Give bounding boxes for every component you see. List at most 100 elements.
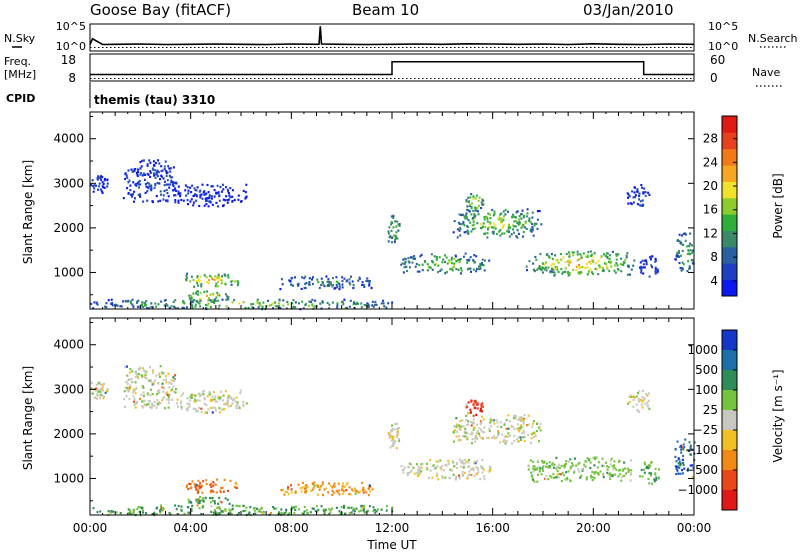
scatter-cell-1 <box>159 365 162 368</box>
scatter-cell-11 <box>530 471 533 474</box>
scatter-cell-6 <box>358 490 361 493</box>
y-tick-label: 1000 <box>53 471 84 485</box>
scatter-cell-8 <box>402 271 405 274</box>
scatter-cell-3 <box>199 482 202 485</box>
scatter-cell-10 <box>470 205 473 208</box>
scatter-cell-9 <box>507 228 510 231</box>
scatter-cell-5 <box>340 300 343 303</box>
scatter-cell-5 <box>257 510 260 513</box>
scatter-cell-9 <box>452 231 455 234</box>
scatter-cell-3 <box>186 484 188 487</box>
scatter-cell-8 <box>421 269 424 272</box>
scatter-cell-5 <box>163 299 166 302</box>
scatter-cell-9 <box>534 434 537 437</box>
scatter-cell-5 <box>127 511 130 515</box>
scatter-cell-4 <box>202 499 205 502</box>
scatter-cell-11 <box>583 465 586 468</box>
scatter-cell-12 <box>632 398 635 401</box>
scatter-cell-1 <box>134 375 137 378</box>
scatter-cell-12 <box>629 202 632 205</box>
scatter-cell-2 <box>184 184 187 187</box>
scatter-cell-9 <box>489 418 492 421</box>
scatter-cell-6 <box>341 492 344 495</box>
scatter-cell-11 <box>597 472 600 475</box>
scatter-cell-6 <box>323 488 326 491</box>
velocity-frame <box>89 317 695 516</box>
scatter-cell-5 <box>256 300 259 303</box>
scatter-cell-1 <box>154 169 157 172</box>
scatter-cell-11 <box>607 260 610 263</box>
scatter-cell-1 <box>142 159 145 162</box>
scatter-cell-8 <box>453 262 456 265</box>
scatter-cell-9 <box>493 437 496 440</box>
scatter-cell-9 <box>526 424 528 427</box>
time-tick-label: 04:00 <box>173 521 208 535</box>
scatter-cell-5 <box>209 305 212 309</box>
scatter-cell-10 <box>470 193 473 196</box>
scatter-cell-9 <box>472 219 475 222</box>
scatter-cell-5 <box>348 305 351 308</box>
scatter-cell-9 <box>520 213 523 216</box>
scatter-cell-8 <box>458 474 460 477</box>
scatter-cell-2 <box>201 197 204 200</box>
scatter-cell-6 <box>291 284 294 287</box>
scatter-cell-11 <box>580 254 583 257</box>
scatter-cell-8 <box>455 268 458 271</box>
scatter-cell-5 <box>190 509 193 512</box>
scatter-cell-8 <box>440 268 443 271</box>
nsky-panel: N.Sky 10^5 10^0 10^5 10^0 N.Search <box>4 20 798 53</box>
scatter-cell-1 <box>155 374 158 377</box>
scatter-cell-11 <box>557 476 560 479</box>
scatter-cell-0 <box>90 381 93 384</box>
scatter-cell-9 <box>471 422 474 425</box>
scatter-cell-3 <box>198 280 201 283</box>
scatter-cell-8 <box>470 473 473 476</box>
scatter-cell-14 <box>677 254 680 258</box>
scatter-cell-5 <box>168 306 171 310</box>
scatter-cell-5 <box>277 302 280 305</box>
freq-panel: Freq. [MHz] 18 8 60 0 Nave <box>4 53 782 87</box>
scatter-cell-2 <box>211 185 214 188</box>
scatter-cell-6 <box>290 283 293 286</box>
scatter-cell-9 <box>460 213 463 217</box>
scatter-cell-10 <box>467 412 469 415</box>
nsky-series-group <box>89 26 695 49</box>
scatter-cell-4 <box>215 296 218 299</box>
scatter-cell-11 <box>603 253 605 256</box>
scatter-cell-11 <box>549 475 552 478</box>
scatter-cell-5 <box>364 304 367 307</box>
scatter-cell-7 <box>397 430 399 433</box>
scatter-cell-13 <box>650 258 652 261</box>
scatter-cell-5 <box>292 299 295 302</box>
scatter-cell-8 <box>470 467 473 471</box>
scatter-cell-6 <box>348 281 351 284</box>
scatter-cell-5 <box>374 300 377 303</box>
scatter-cell-8 <box>444 260 446 263</box>
scatter-cell-2 <box>231 195 234 198</box>
scatter-cell-3 <box>213 278 216 281</box>
scatter-cell-2 <box>214 406 217 409</box>
scatter-cell-8 <box>412 466 415 469</box>
scatter-cell-11 <box>544 478 547 481</box>
nave-tick-bottom: 0 <box>710 71 718 85</box>
scatter-cell-2 <box>201 183 204 186</box>
scatter-cell-3 <box>185 485 188 489</box>
scatter-cell-9 <box>464 431 467 435</box>
scatter-cell-8 <box>488 470 491 473</box>
scatter-cell-9 <box>464 427 467 431</box>
scatter-cell-9 <box>492 232 495 235</box>
scatter-cell-11 <box>578 267 581 270</box>
scatter-cell-1 <box>141 404 144 408</box>
scatter-cell-0 <box>96 178 99 181</box>
scatter-cell-5 <box>96 303 99 306</box>
cpid-panel: CPID themis (tau) 3310 <box>6 82 215 108</box>
scatter-cell-5 <box>317 508 320 511</box>
scatter-cell-1 <box>157 382 160 385</box>
scatter-cell-1 <box>161 169 164 172</box>
scatter-cell-14 <box>684 438 687 441</box>
scatter-cell-1 <box>134 197 136 200</box>
scatter-cell-14 <box>688 265 691 268</box>
